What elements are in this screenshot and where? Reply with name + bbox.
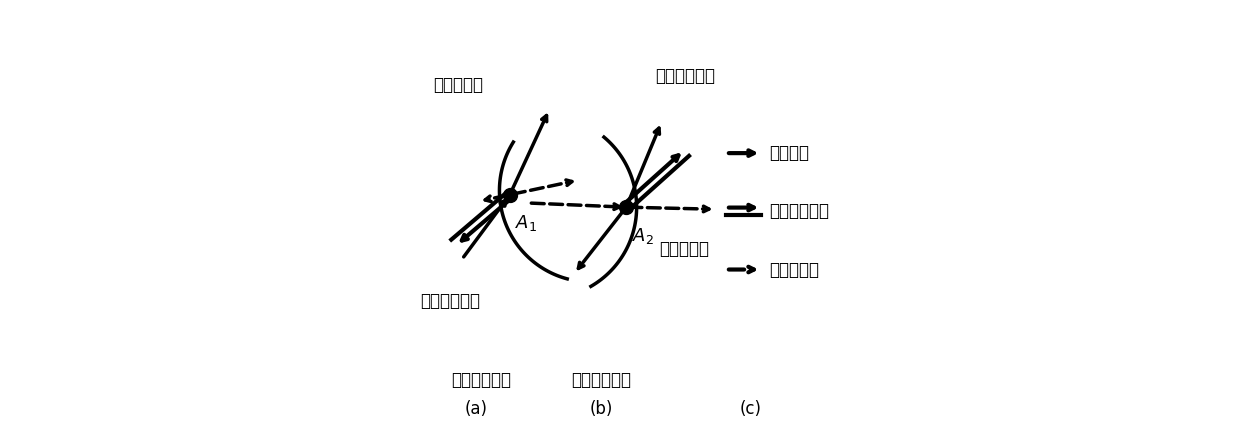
- Text: 曲面表面法线: 曲面表面法线: [420, 292, 480, 310]
- Text: $A_1$: $A_1$: [516, 213, 537, 233]
- Text: 斯涅尔法线: 斯涅尔法线: [433, 75, 482, 93]
- Text: 斯涅尔法线: 斯涅尔法线: [769, 261, 818, 279]
- Text: 曲面表面法线: 曲面表面法线: [769, 203, 828, 220]
- Text: 折射光路: 折射光路: [769, 144, 808, 162]
- Text: 平板玻璃正面: 平板玻璃正面: [450, 370, 511, 389]
- Text: 斯涅尔法线: 斯涅尔法线: [660, 240, 709, 258]
- Text: (c): (c): [740, 400, 761, 418]
- Text: 平板玻璃反面: 平板玻璃反面: [572, 370, 631, 389]
- Text: (a): (a): [465, 400, 489, 418]
- Text: 曲面表面法线: 曲面表面法线: [655, 67, 715, 85]
- Text: $A_2$: $A_2$: [631, 226, 653, 246]
- Text: (b): (b): [589, 400, 613, 418]
